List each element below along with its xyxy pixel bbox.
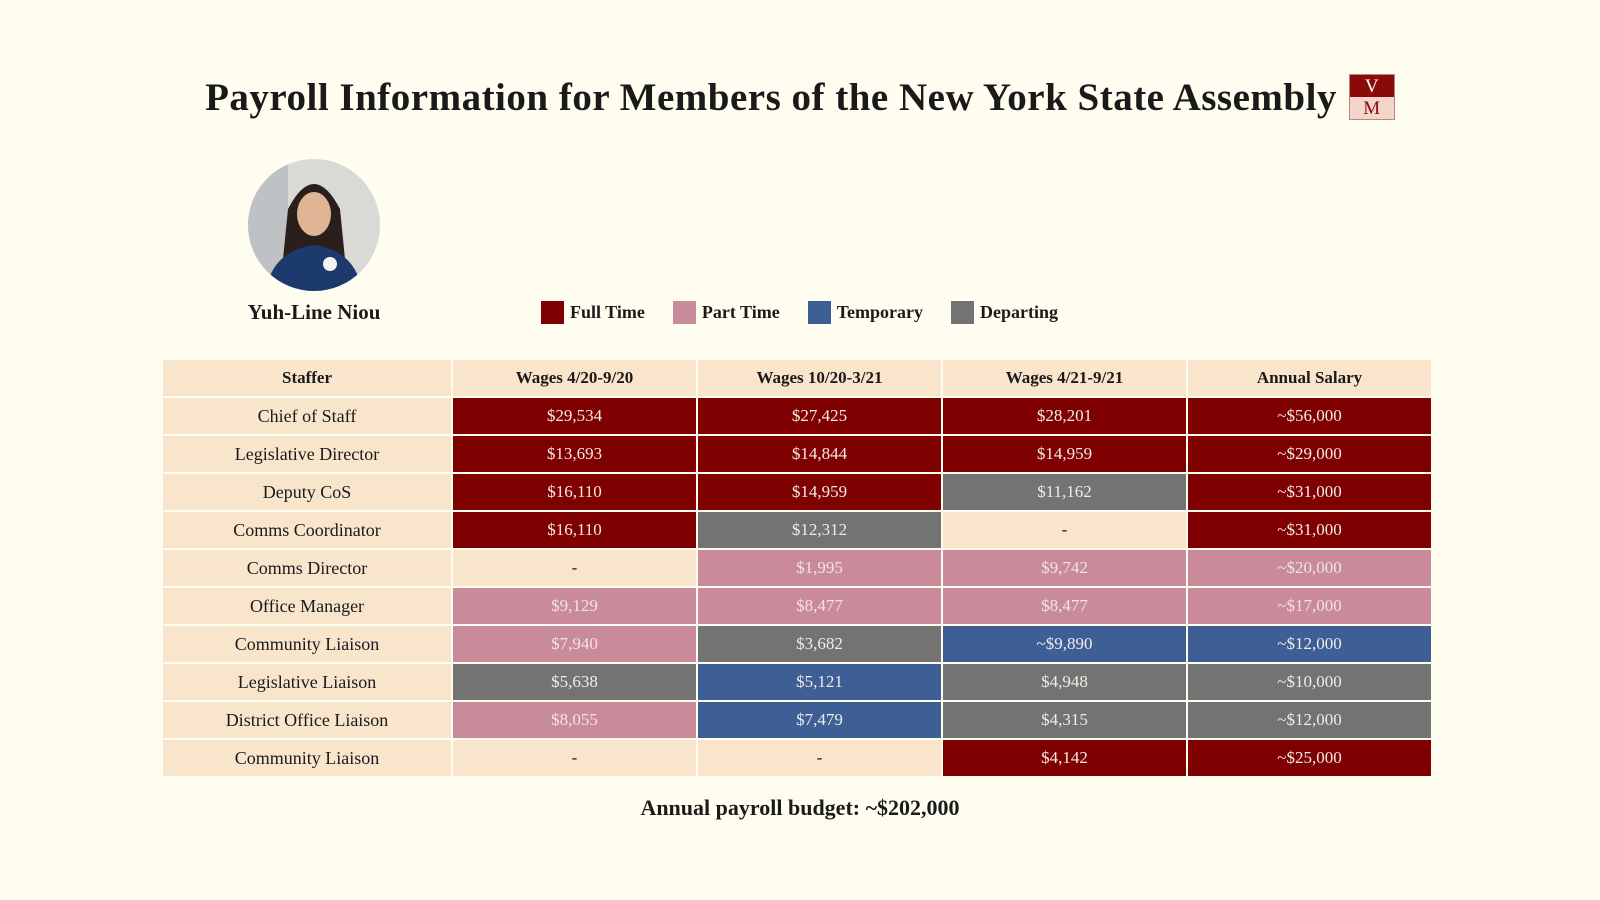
legend-label: Full Time xyxy=(570,302,645,322)
staffer-cell: Chief of Staff xyxy=(161,396,453,436)
wage-cell: $4,315 xyxy=(941,700,1188,740)
wage-cell: ~$17,000 xyxy=(1186,586,1433,626)
legend-label: Departing xyxy=(980,302,1059,322)
header-cell: Wages 4/20-9/20 xyxy=(451,358,698,398)
member-photo xyxy=(248,159,380,291)
wage-cell: ~$9,890 xyxy=(941,624,1188,664)
table-row: Office Manager $9,129 $8,477 $8,477 ~$17,000 xyxy=(161,586,1433,626)
staffer-cell: Comms Director xyxy=(161,548,453,588)
table-row: District Office Liaison $8,055 $7,479 $4,31… xyxy=(161,700,1433,740)
logo-top: V xyxy=(1349,75,1394,97)
table-row: Deputy CoS $16,110 $14,959 $11,162 ~$31,000 xyxy=(161,472,1433,512)
staffer-cell: District Office Liaison xyxy=(161,700,453,740)
wage-cell: $4,142 xyxy=(941,738,1188,778)
title-wrap: Payroll Information for Members of the N… xyxy=(205,74,1395,120)
wage-cell: $11,162 xyxy=(941,472,1188,512)
wage-cell: $12,312 xyxy=(696,510,943,550)
wage-cell: $29,534 xyxy=(451,396,698,436)
logo: V M xyxy=(1348,74,1395,120)
legend-label: Part Time xyxy=(701,302,780,322)
staffer-cell: Community Liaison xyxy=(161,738,453,778)
wage-cell: $13,693 xyxy=(451,434,698,474)
wage-cell: - xyxy=(451,738,698,778)
wage-cell: $9,742 xyxy=(941,548,1188,588)
table-row: Chief of Staff $29,534 $27,425 $28,201 ~$56,… xyxy=(161,396,1433,436)
staffer-cell: Deputy CoS xyxy=(161,472,453,512)
logo-bottom: M xyxy=(1349,97,1394,119)
table-row: Comms Director - $1,995 $9,742 ~$20,000 xyxy=(161,548,1433,588)
legend: Full Time Part Time Temporary Departing xyxy=(541,301,1086,324)
payroll-table: Staffer Wages 4/20-9/20 Wages 10/20-3/21 Wa… xyxy=(161,358,1433,778)
wage-cell: ~$12,000 xyxy=(1186,624,1433,664)
table-body: Chief of Staff $29,534 $27,425 $28,201 ~$56,… xyxy=(161,396,1433,778)
wage-cell: $28,201 xyxy=(941,396,1188,436)
table-row: Legislative Director $13,693 $14,844 $14,95… xyxy=(161,434,1433,474)
header-cell: Wages 10/20-3/21 xyxy=(696,358,943,398)
table-row: Community Liaison $7,940 $3,682 ~$9,890 ~$12… xyxy=(161,624,1433,664)
wage-cell: $14,844 xyxy=(696,434,943,474)
wage-cell: ~$20,000 xyxy=(1186,548,1433,588)
legend-item: Part Time xyxy=(672,301,780,324)
wage-cell: $7,479 xyxy=(696,700,943,740)
wage-cell: $16,110 xyxy=(451,472,698,512)
wage-cell: ~$25,000 xyxy=(1186,738,1433,778)
wage-cell: ~$31,000 xyxy=(1186,472,1433,512)
wage-cell: $3,682 xyxy=(696,624,943,664)
member-name: Yuh-Line Niou xyxy=(247,300,381,324)
header-cell: Staffer xyxy=(161,358,453,398)
wage-cell: ~$12,000 xyxy=(1186,700,1433,740)
wage-cell: $5,121 xyxy=(696,662,943,702)
legend-swatch xyxy=(951,301,975,324)
wage-cell: $5,638 xyxy=(451,662,698,702)
table-row: Legislative Liaison $5,638 $5,121 $4,948 ~$1… xyxy=(161,662,1433,702)
legend-item: Temporary xyxy=(807,301,924,324)
wage-cell: $8,477 xyxy=(696,586,943,626)
wage-cell: $16,110 xyxy=(451,510,698,550)
legend-item: Full Time xyxy=(541,301,645,324)
wage-cell: ~$29,000 xyxy=(1186,434,1433,474)
wage-cell: $8,477 xyxy=(941,586,1188,626)
title-bar: Payroll Information for Members of the N… xyxy=(0,74,1600,120)
header-cell: Annual Salary xyxy=(1186,358,1433,398)
wage-cell: $7,940 xyxy=(451,624,698,664)
table-row: Comms Coordinator $16,110 $12,312- ~$31,000 xyxy=(161,510,1433,550)
staffer-cell: Legislative Liaison xyxy=(161,662,453,702)
wage-cell: ~$10,000 xyxy=(1186,662,1433,702)
wage-cell: ~$56,000 xyxy=(1186,396,1433,436)
legend-swatch xyxy=(672,301,696,324)
wage-cell: $8,055 xyxy=(451,700,698,740)
wage-cell: - xyxy=(941,510,1188,550)
wage-cell: $9,129 xyxy=(451,586,698,626)
wage-cell: - xyxy=(451,548,698,588)
wage-cell: $14,959 xyxy=(696,472,943,512)
legend-swatch xyxy=(807,301,831,324)
wage-cell: $27,425 xyxy=(696,396,943,436)
wage-cell: $1,995 xyxy=(696,548,943,588)
staffer-cell: Legislative Director xyxy=(161,434,453,474)
footer: Annual payroll budget: ~$202,000 xyxy=(640,795,960,820)
staffer-cell: Office Manager xyxy=(161,586,453,626)
table-row: Community Liaison - - $4,142 ~$25,000 xyxy=(161,738,1433,778)
wage-cell: $14,959 xyxy=(941,434,1188,474)
header-row: Staffer Wages 4/20-9/20 Wages 10/20-3/21 Wa… xyxy=(161,358,1433,398)
header-cell: Wages 4/21-9/21 xyxy=(941,358,1188,398)
staffer-cell: Comms Coordinator xyxy=(161,510,453,550)
legend-item: Departing xyxy=(951,301,1058,324)
wage-cell: $4,948 xyxy=(941,662,1188,702)
legend-swatch xyxy=(541,301,564,324)
legend-label: Temporary xyxy=(836,302,924,322)
wage-cell: - xyxy=(696,738,943,778)
page-title: Payroll Information for Members of the N… xyxy=(205,75,1337,119)
staffer-cell: Community Liaison xyxy=(161,624,453,664)
wage-cell: ~$31,000 xyxy=(1186,510,1433,550)
